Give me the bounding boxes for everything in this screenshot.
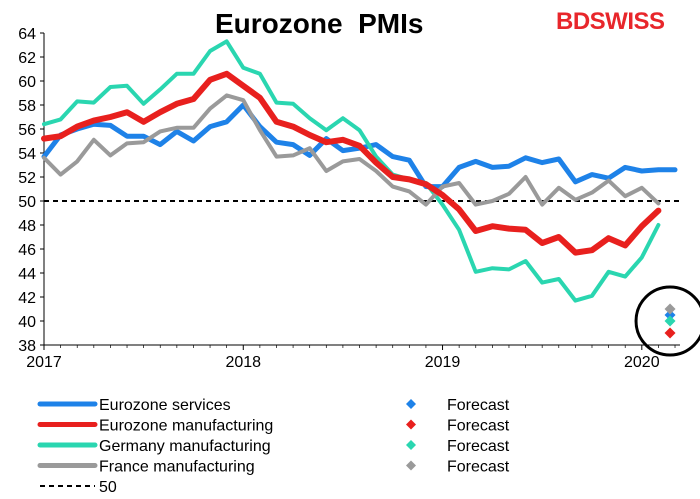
forecast-point-france — [664, 303, 676, 315]
y-tick-label: 54 — [18, 146, 36, 163]
legend-label: France manufacturing — [99, 459, 255, 476]
legend-label: Eurozone manufacturing — [99, 418, 273, 435]
series-line-manufacturing — [41, 70, 662, 256]
legend-forecast-swatch-services — [406, 399, 416, 409]
legend-forecast-label: Forecast — [447, 418, 510, 435]
legend-label: Germany manufacturing — [99, 438, 271, 455]
x-tick-label: 2017 — [26, 354, 62, 371]
y-tick-label: 38 — [18, 338, 36, 355]
y-tick-label: 40 — [18, 314, 36, 331]
x-tick-label: 2018 — [225, 354, 261, 371]
forecast-point-services — [664, 309, 676, 321]
series-line-france — [42, 93, 661, 207]
series-line-germany — [42, 39, 661, 303]
y-tick-label: 64 — [18, 26, 36, 43]
y-tick-label: 62 — [18, 50, 36, 67]
legend-forecast-swatch-germany — [406, 440, 416, 450]
legend-forecast-swatch-france — [406, 460, 416, 471]
bdswiss-logo: BDSWISS — [556, 8, 665, 35]
y-tick-label: 56 — [18, 122, 36, 139]
legend-forecast-swatch-manufacturing — [406, 419, 416, 430]
legend-label: 50 — [99, 479, 117, 496]
y-tick-label: 42 — [18, 290, 36, 307]
y-tick-label: 46 — [18, 242, 36, 259]
y-tick-label: 58 — [18, 98, 36, 115]
y-tick-label: 52 — [18, 170, 36, 187]
x-tick-label: 2019 — [425, 354, 461, 371]
y-tick-label: 48 — [18, 218, 36, 235]
forecast-point-manufacturing — [664, 327, 676, 339]
legend-forecast-label: Forecast — [447, 397, 510, 414]
chart-title: Eurozone PMIs — [215, 8, 424, 39]
legend-forecast-label: Forecast — [447, 459, 510, 476]
y-tick-label: 44 — [18, 266, 36, 283]
y-tick-label: 60 — [18, 74, 36, 91]
legend-label: Eurozone services — [99, 397, 231, 414]
y-tick-label: 50 — [18, 194, 36, 211]
forecast-highlight-circle — [634, 285, 700, 357]
legend-forecast-label: Forecast — [447, 438, 510, 455]
forecast-point-germany — [664, 315, 676, 327]
x-tick-label: 2020 — [624, 354, 660, 371]
